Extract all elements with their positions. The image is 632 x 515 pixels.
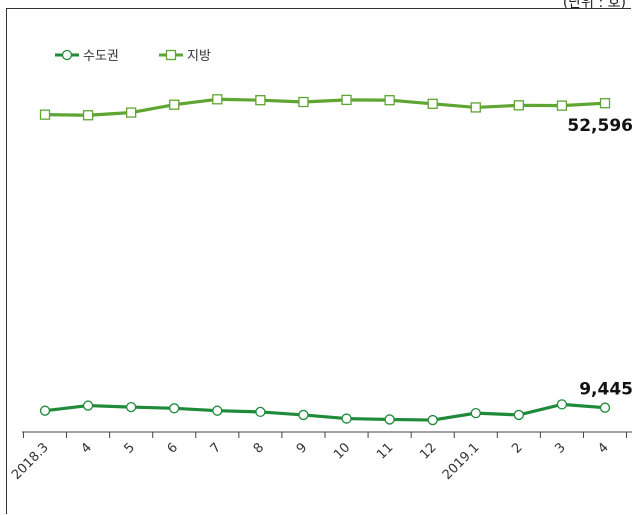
x-tick-label: 7: [208, 440, 224, 456]
data-labels: 9,445 52,596: [567, 116, 632, 399]
x-tick-label: 4: [595, 440, 611, 456]
end-data-label: 52,596: [567, 116, 632, 136]
data-point: [255, 95, 266, 106]
data-point: [513, 100, 524, 111]
chart-frame: [6, 8, 631, 514]
data-point: [126, 107, 137, 118]
legend-label: 지방: [187, 49, 211, 64]
data-point: [513, 409, 524, 421]
x-axis: 2018.3 4 5 6 7 8 9 10 11 12 2019.1 2 3 4: [9, 431, 632, 483]
data-point: [212, 94, 223, 105]
data-point: [341, 94, 352, 106]
data-point: [169, 403, 180, 414]
data-point: [169, 99, 180, 110]
data-point: [599, 402, 611, 413]
unit-note: (단위 : 호): [562, 0, 626, 11]
data-point: [212, 405, 223, 416]
data-point: [82, 110, 94, 121]
data-point: [298, 96, 309, 108]
x-tick-label: 3: [552, 440, 568, 456]
x-tick-label: 5: [122, 440, 138, 456]
data-point: [556, 399, 568, 410]
data-point: [126, 401, 137, 413]
x-tick-label: 12: [417, 440, 439, 462]
legend-marker: [61, 49, 73, 61]
data-point: [255, 406, 266, 418]
data-point: [39, 405, 51, 416]
data-point: [556, 100, 568, 111]
x-tick-label: 11: [374, 440, 396, 462]
data-point: [470, 407, 481, 419]
data-point: [298, 409, 309, 421]
legend: 수도권 지방: [55, 49, 211, 64]
series-line-0: [44, 402, 606, 422]
x-tick-label: 2018.3: [9, 440, 52, 483]
x-tick-label: 10: [331, 440, 353, 462]
data-point: [82, 400, 94, 411]
data-point: [39, 109, 51, 120]
x-tick-label: 4: [78, 440, 94, 456]
end-data-label: 9,445: [579, 380, 632, 400]
data-point: [470, 102, 481, 113]
series-group: [39, 94, 611, 426]
data-point: [427, 98, 438, 109]
legend-label: 수도권: [83, 49, 119, 64]
data-point: [341, 413, 352, 424]
data-point: [384, 95, 395, 106]
x-tick-label: 2: [509, 440, 525, 456]
x-tick-label: 9: [294, 440, 310, 456]
x-tick-label: 6: [165, 440, 181, 456]
data-point: [599, 98, 611, 109]
x-tick-label: 8: [251, 440, 267, 456]
legend-marker: [165, 49, 177, 61]
data-point: [384, 414, 395, 425]
x-tick-label: 2019.1: [440, 440, 483, 483]
series-line-1: [44, 97, 606, 117]
data-point: [427, 414, 438, 426]
